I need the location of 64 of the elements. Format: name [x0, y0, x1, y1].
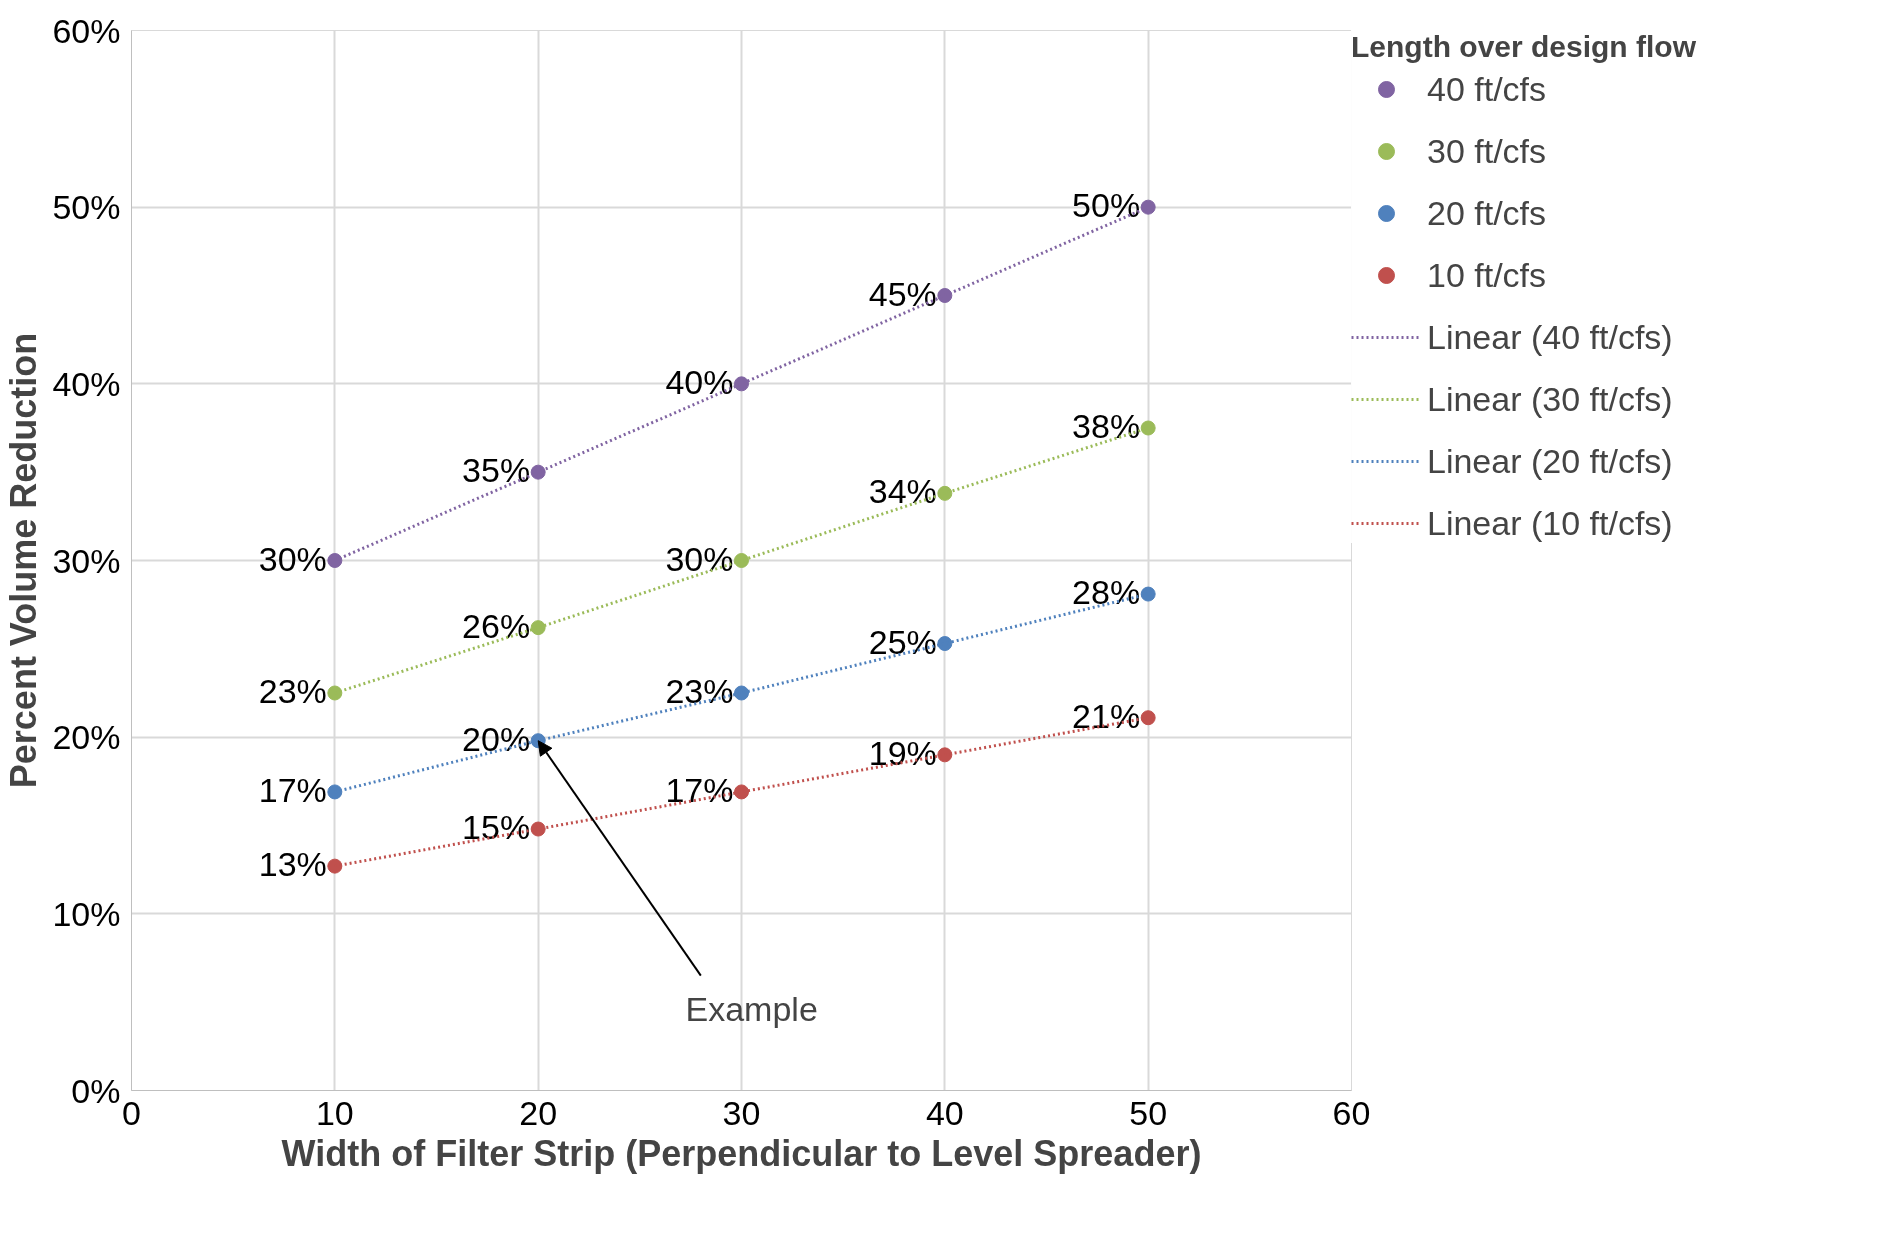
legend-label: 10 ft/cfs — [1427, 255, 1547, 295]
legend-label: 40 ft/cfs — [1427, 69, 1547, 109]
point — [327, 685, 343, 701]
x-axis-title: Width of Filter Strip (Perpendicular to Level Spreader) — [281, 1132, 1202, 1174]
point — [734, 784, 749, 800]
data-label: 38% — [1072, 407, 1141, 445]
y-tick-label: 60% — [52, 11, 121, 50]
point — [1140, 199, 1156, 215]
point — [327, 858, 343, 874]
y-tick-label: 40% — [52, 364, 121, 403]
point — [327, 784, 343, 800]
data-label: 50% — [1072, 186, 1141, 225]
point — [530, 620, 546, 636]
point — [937, 485, 953, 501]
data-label: 26% — [462, 606, 531, 645]
data-label: 25% — [868, 622, 937, 661]
legend-label: Linear (40 ft/cfs) — [1427, 317, 1673, 357]
legend-label: Linear (10 ft/cfs) — [1427, 503, 1673, 543]
data-label: 28% — [1072, 573, 1141, 612]
data-label: 45% — [868, 274, 937, 313]
point — [530, 821, 546, 837]
point — [937, 636, 953, 652]
point — [1140, 420, 1156, 436]
x-tick-label: 10 — [315, 1093, 354, 1132]
point — [327, 553, 343, 568]
legend-title: Length over design flow — [1351, 30, 1697, 64]
y-axis-title: Percent Volume Reduction — [3, 332, 45, 789]
data-label: 35% — [462, 451, 531, 490]
data-label: 17% — [665, 770, 734, 809]
data-label: 21% — [1072, 696, 1141, 735]
y-tick-label: 50% — [52, 188, 121, 227]
point — [734, 553, 749, 568]
point — [734, 376, 749, 392]
x-tick-label: 60 — [1332, 1093, 1371, 1132]
data-label: 13% — [258, 845, 327, 884]
legend-label: 30 ft/cfs — [1427, 131, 1547, 171]
data-label: 40% — [665, 362, 734, 401]
data-label: 15% — [462, 808, 531, 847]
legend-label: 20 ft/cfs — [1427, 193, 1547, 233]
point — [1140, 710, 1156, 726]
point — [734, 685, 749, 701]
legend-label: Linear (30 ft/cfs) — [1427, 379, 1673, 419]
x-tick-label: 0 — [122, 1093, 141, 1132]
point — [1140, 586, 1156, 602]
point — [937, 288, 953, 303]
data-label: 23% — [258, 672, 327, 710]
y-tick-label: 0% — [71, 1071, 121, 1110]
data-label: 19% — [868, 733, 937, 772]
x-tick-label: 30 — [722, 1093, 761, 1132]
annotation: Example — [685, 990, 818, 1029]
data-label: 30% — [665, 539, 734, 578]
data-label: 17% — [258, 770, 327, 809]
y-tick-label: 20% — [52, 718, 121, 757]
x-tick-label: 20 — [519, 1093, 558, 1132]
x-tick-label: 50 — [1129, 1093, 1168, 1132]
x-tick-label: 40 — [925, 1093, 964, 1132]
legend-label: Linear (20 ft/cfs) — [1427, 441, 1673, 481]
data-label: 23% — [665, 672, 734, 710]
point — [937, 747, 953, 763]
y-tick-label: 30% — [52, 541, 121, 580]
data-label: 34% — [868, 472, 937, 511]
data-label: 30% — [258, 539, 327, 578]
data-label: 20% — [462, 719, 531, 758]
y-tick-label: 10% — [52, 894, 121, 933]
